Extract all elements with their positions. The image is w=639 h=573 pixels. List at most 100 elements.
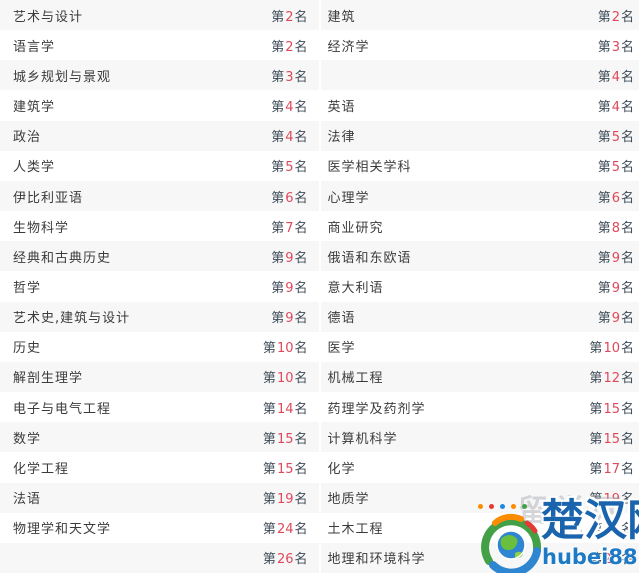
rank-suffix: 名 bbox=[620, 100, 634, 116]
rank-value: 第10名 bbox=[589, 337, 634, 356]
rank-suffix: 名 bbox=[620, 401, 634, 417]
ranking-row: 商业研究 第8名 bbox=[320, 211, 639, 242]
ranking-row: 建筑 第2名 bbox=[320, 0, 639, 31]
rank-suffix: 名 bbox=[620, 552, 634, 568]
subject-name: 数学 bbox=[13, 431, 42, 447]
rank-value: 第15名 bbox=[589, 428, 634, 447]
rank-suffix: 名 bbox=[294, 552, 308, 568]
ranking-row: 德语 第9名 bbox=[320, 301, 639, 332]
rank-value: 第24名 bbox=[589, 518, 634, 537]
subject-name: 医学 bbox=[327, 341, 356, 357]
rank-prefix: 第 bbox=[262, 341, 276, 357]
subject-name: 艺术史,建筑与设计 bbox=[13, 311, 131, 327]
rank-number: 4 bbox=[611, 69, 620, 85]
rank-prefix: 第 bbox=[589, 431, 603, 447]
rank-number: 5 bbox=[285, 160, 294, 176]
rank-number: 26 bbox=[276, 552, 294, 568]
subject-name: 生物科学 bbox=[13, 220, 70, 236]
ranking-row: 经济学 第3名 bbox=[320, 30, 639, 61]
rank-value: 第3名 bbox=[271, 66, 307, 85]
rank-suffix: 名 bbox=[294, 371, 308, 387]
rank-suffix: 名 bbox=[620, 130, 634, 146]
rank-suffix: 名 bbox=[620, 160, 634, 176]
ranking-row: 艺术与设计 第2名 bbox=[0, 0, 319, 31]
ranking-row: 医学相关学科 第5名 bbox=[320, 150, 639, 181]
rank-prefix: 第 bbox=[589, 341, 603, 357]
subject-name: 建筑 bbox=[327, 9, 356, 25]
rank-suffix: 名 bbox=[294, 130, 308, 146]
rank-number: 7 bbox=[285, 220, 294, 236]
rank-number: 9 bbox=[285, 311, 294, 327]
ranking-row: 英语 第4名 bbox=[320, 90, 639, 121]
rank-suffix: 名 bbox=[294, 220, 308, 236]
rank-value: 第17名 bbox=[589, 458, 634, 477]
rank-suffix: 名 bbox=[294, 69, 308, 85]
rank-suffix: 名 bbox=[294, 100, 308, 116]
ranking-row: 数学 第15名 bbox=[0, 422, 319, 453]
rank-prefix: 第 bbox=[597, 190, 611, 206]
rank-prefix: 第 bbox=[597, 130, 611, 146]
rank-suffix: 名 bbox=[294, 250, 308, 266]
ranking-row: 历史 第10名 bbox=[0, 331, 319, 362]
ranking-column-left: 艺术与设计 第2名 语言学 第2名 城乡规划与景观 第3名 建筑学 第4名 政治… bbox=[0, 0, 319, 573]
rank-value: 第14名 bbox=[263, 398, 308, 417]
subject-name: 俄语和东欧语 bbox=[327, 250, 412, 266]
rank-number: 5 bbox=[611, 160, 620, 176]
rank-suffix: 名 bbox=[620, 371, 634, 387]
rank-number: 6 bbox=[611, 190, 620, 206]
rank-number: 19 bbox=[603, 492, 620, 508]
rank-number: 4 bbox=[611, 100, 620, 116]
rank-number: 9 bbox=[611, 311, 620, 327]
rank-prefix: 第 bbox=[271, 280, 285, 296]
subject-name: 医学相关学科 bbox=[327, 160, 412, 176]
rank-suffix: 名 bbox=[294, 9, 308, 25]
rank-suffix: 名 bbox=[620, 311, 634, 327]
ranking-row: 语言学 第2名 bbox=[0, 30, 319, 61]
rank-prefix: 第 bbox=[262, 552, 276, 568]
rank-value: 第15名 bbox=[589, 398, 634, 417]
subject-name: 经典和古典历史 bbox=[13, 250, 112, 266]
rank-number: 15 bbox=[603, 431, 620, 447]
rank-value: 第2名 bbox=[271, 6, 307, 25]
subject-name: 物理学和天文学 bbox=[13, 522, 112, 538]
rank-suffix: 名 bbox=[294, 431, 308, 447]
ranking-row: 土木工程 第24名 bbox=[320, 512, 639, 543]
subject-name: 英语 bbox=[327, 100, 356, 116]
rank-value: 第15名 bbox=[263, 428, 308, 447]
rank-value: 第15名 bbox=[263, 458, 308, 477]
subject-name: 法语 bbox=[13, 492, 42, 508]
rank-number: 26 bbox=[603, 552, 620, 568]
rank-suffix: 名 bbox=[294, 39, 308, 55]
rank-value: 第19名 bbox=[263, 488, 308, 507]
rank-prefix: 第 bbox=[271, 190, 285, 206]
rank-number: 8 bbox=[611, 220, 620, 236]
rank-value: 第6名 bbox=[271, 187, 307, 206]
rank-number: 10 bbox=[276, 341, 294, 357]
rank-suffix: 名 bbox=[294, 401, 308, 417]
rank-number: 6 bbox=[285, 190, 294, 206]
rank-number: 24 bbox=[276, 522, 294, 538]
ranking-row: 机械工程 第12名 bbox=[320, 361, 639, 393]
rank-number: 24 bbox=[603, 522, 620, 538]
rank-prefix: 第 bbox=[271, 39, 285, 55]
rank-suffix: 名 bbox=[620, 9, 634, 25]
rank-prefix: 第 bbox=[589, 371, 603, 387]
rank-prefix: 第 bbox=[262, 492, 276, 508]
subject-name: 计算机科学 bbox=[327, 431, 398, 447]
ranking-row: 政治 第4名 bbox=[0, 120, 319, 151]
rank-prefix: 第 bbox=[589, 522, 603, 538]
subject-name: 法律 bbox=[327, 130, 356, 146]
subject-name: 历史 bbox=[13, 341, 42, 357]
rank-number: 9 bbox=[285, 280, 294, 296]
rank-number: 15 bbox=[603, 401, 620, 417]
rank-suffix: 名 bbox=[620, 461, 634, 477]
ranking-row: 法律 第5名 bbox=[320, 120, 639, 151]
rank-number: 2 bbox=[285, 39, 294, 55]
rank-value: 第9名 bbox=[271, 247, 307, 266]
rank-prefix: 第 bbox=[597, 220, 611, 236]
ranking-row: 化学 第17名 bbox=[320, 452, 639, 483]
rank-suffix: 名 bbox=[620, 431, 634, 447]
rank-value: 第6名 bbox=[598, 187, 634, 206]
subject-name: 建筑学 bbox=[13, 100, 56, 116]
